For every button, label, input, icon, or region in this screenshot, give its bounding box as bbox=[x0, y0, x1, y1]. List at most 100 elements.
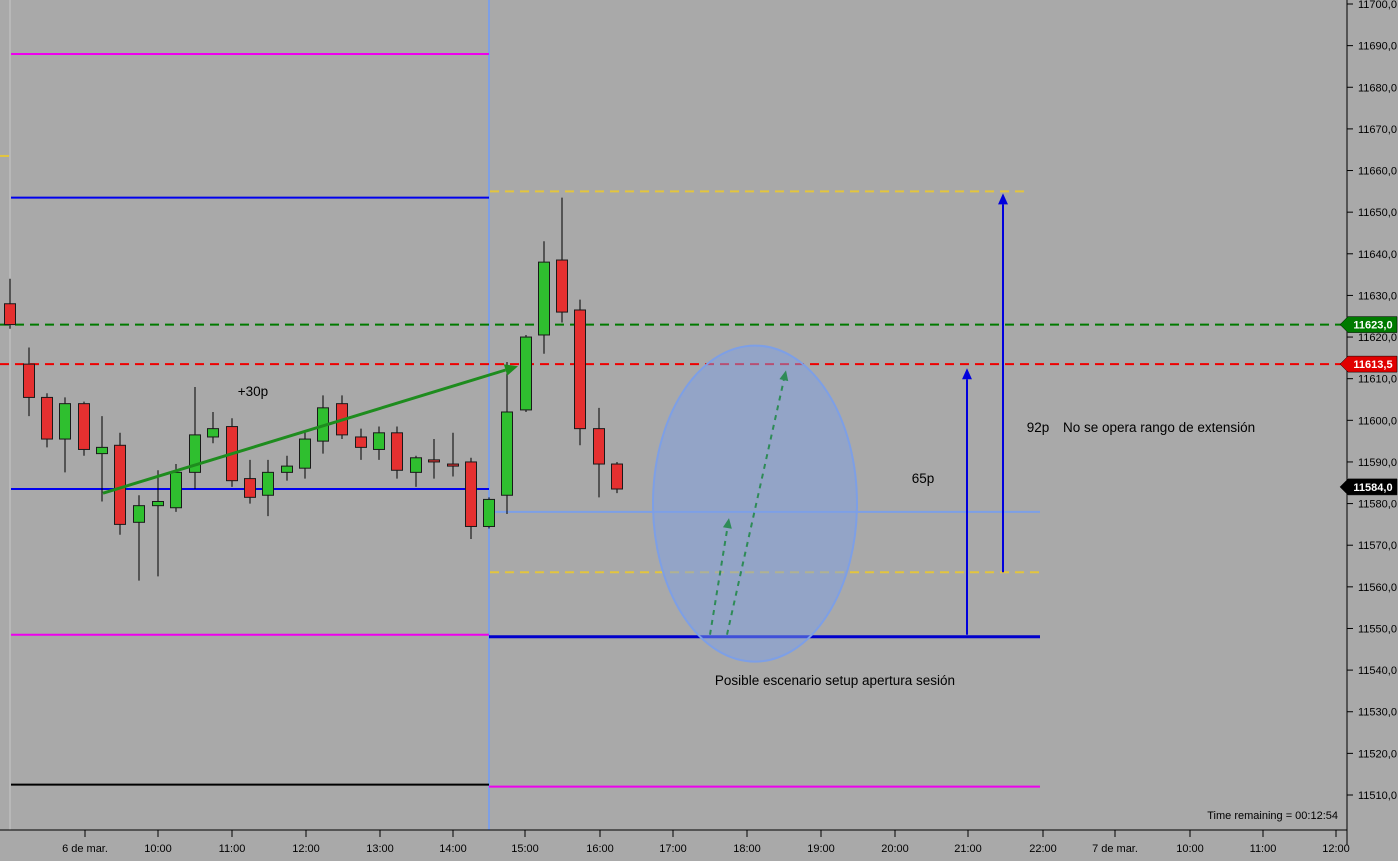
price-tick-label: 11690,0 bbox=[1358, 41, 1397, 53]
candle bbox=[447, 432, 459, 477]
candle bbox=[59, 397, 71, 473]
candle bbox=[96, 416, 108, 502]
time-tick-label: 12:00 bbox=[1322, 843, 1350, 855]
price-tag-label: 11623,0 bbox=[1353, 320, 1392, 332]
candle-body-bear bbox=[244, 478, 256, 498]
scenario-note[interactable]: Posible escenario setup apertura sesión bbox=[715, 673, 955, 688]
candle bbox=[207, 411, 219, 444]
candle bbox=[23, 347, 35, 417]
time-tick-label: 12:00 bbox=[292, 843, 320, 855]
price-tick-label: 11550,0 bbox=[1358, 623, 1397, 635]
session-separators bbox=[9, 0, 490, 830]
price-tick-label: 11650,0 bbox=[1358, 207, 1397, 219]
price-tick-label: 11640,0 bbox=[1358, 249, 1397, 261]
candle-body-bull bbox=[96, 446, 108, 455]
scenario-ellipse[interactable] bbox=[652, 344, 858, 663]
candle-body-bull bbox=[538, 261, 550, 336]
scenario-arrow-1[interactable] bbox=[709, 518, 732, 635]
time-tick-label: 13:00 bbox=[366, 843, 394, 855]
candle-body-bull bbox=[373, 432, 385, 450]
time-tick-label: 20:00 bbox=[881, 843, 909, 855]
time-tick-label: 11:00 bbox=[1250, 843, 1277, 855]
candle-body-bear bbox=[78, 403, 90, 450]
time-tick-label: 6 de mar. bbox=[62, 843, 108, 855]
price-tick-label: 11590,0 bbox=[1358, 457, 1397, 469]
time-tick-label: 18:00 bbox=[733, 843, 761, 855]
price-tag-shape bbox=[1339, 316, 1398, 333]
price-tick-label: 11570,0 bbox=[1358, 540, 1397, 552]
price-tick-label: 11680,0 bbox=[1358, 82, 1397, 94]
candle bbox=[520, 334, 532, 412]
price-tick-label: 11530,0 bbox=[1358, 707, 1397, 719]
trend-arrow-line[interactable] bbox=[102, 368, 507, 495]
candle bbox=[281, 455, 293, 481]
measure-65p-arrow[interactable] bbox=[962, 368, 972, 635]
price-tags: 11623,0 11613,5 11584,0 bbox=[1339, 316, 1398, 496]
time-tick-label: 10:00 bbox=[144, 843, 172, 855]
candle-body-bear bbox=[447, 463, 459, 467]
price-tick-label: 11630,0 bbox=[1358, 290, 1397, 302]
candle-body-bull bbox=[59, 403, 71, 440]
candle-body-bull bbox=[170, 471, 182, 509]
candle bbox=[189, 387, 201, 490]
trend-arrow[interactable] bbox=[102, 364, 518, 495]
candle bbox=[78, 401, 90, 456]
time-tick-label: 11:00 bbox=[219, 843, 246, 855]
scenario-arrow-2[interactable] bbox=[726, 370, 789, 635]
price-tag: 11613,5 bbox=[1339, 355, 1398, 373]
candle bbox=[593, 407, 605, 498]
price-tick-label: 11670,0 bbox=[1358, 124, 1397, 136]
trend-arrow-head bbox=[503, 364, 518, 376]
trend-gain-label[interactable]: +30p bbox=[238, 384, 268, 399]
candle-body-bull bbox=[299, 438, 311, 469]
measure-65p-arrow-head bbox=[962, 368, 972, 380]
time-remaining-status: Time remaining = 00:12:54 bbox=[1207, 810, 1338, 822]
price-tag: 11623,0 bbox=[1339, 316, 1398, 333]
candle-body-bear bbox=[465, 461, 477, 527]
candle-body-bull bbox=[262, 471, 274, 496]
candle-body-bull bbox=[189, 434, 201, 473]
candle bbox=[41, 393, 53, 448]
candle-body-bear bbox=[355, 436, 367, 448]
price-tag-label: 11584,0 bbox=[1353, 482, 1392, 494]
price-tag-shape bbox=[1339, 355, 1398, 373]
time-tick-label: 14:00 bbox=[439, 843, 467, 855]
time-tick-label: 15:00 bbox=[511, 843, 539, 855]
scenario-arrow-2-line[interactable] bbox=[726, 379, 785, 635]
scenario-arrow-1-head bbox=[722, 518, 732, 529]
price-tick-label: 11560,0 bbox=[1358, 582, 1397, 594]
candle bbox=[483, 497, 495, 529]
price-tag-label: 11613,5 bbox=[1353, 359, 1392, 371]
price-tick-label: 11540,0 bbox=[1358, 665, 1397, 677]
scenario-ellipse-group bbox=[652, 344, 858, 663]
candle bbox=[133, 495, 145, 581]
candle bbox=[410, 455, 422, 487]
scenario-arrow-2-head bbox=[779, 370, 789, 382]
measure-92p-arrow-head bbox=[998, 193, 1008, 205]
price-tick-label: 11520,0 bbox=[1358, 748, 1397, 760]
candle bbox=[428, 439, 440, 479]
time-axis-ticks: 6 de mar. 10:00 11:00 12:00 13:00 14:00 15:00 1… bbox=[62, 830, 1350, 855]
candle-body-bull bbox=[207, 428, 219, 438]
time-tick-label: 21:00 bbox=[954, 843, 982, 855]
candle-body-bear bbox=[574, 309, 586, 430]
range-92p-label[interactable]: 92p bbox=[1027, 420, 1050, 435]
candle bbox=[574, 299, 586, 446]
measure-92p-arrow[interactable] bbox=[998, 193, 1008, 573]
time-tick-label: 10:00 bbox=[1176, 843, 1204, 855]
candle-body-bear bbox=[23, 363, 35, 398]
scenario-arrow-1-line[interactable] bbox=[709, 527, 729, 635]
price-tick-label: 11610,0 bbox=[1358, 374, 1397, 386]
time-tick-label: 7 de mar. bbox=[1092, 843, 1138, 855]
range-65p-label[interactable]: 65p bbox=[912, 471, 935, 486]
candle-body-bear bbox=[611, 463, 623, 490]
candle bbox=[538, 241, 550, 354]
candle bbox=[262, 459, 274, 517]
candle-body-bull bbox=[281, 465, 293, 473]
candle bbox=[501, 362, 513, 514]
candle bbox=[355, 428, 367, 460]
candle bbox=[373, 426, 385, 460]
candle bbox=[465, 457, 477, 539]
extension-range-note[interactable]: No se opera rango de extensión bbox=[1063, 420, 1255, 435]
